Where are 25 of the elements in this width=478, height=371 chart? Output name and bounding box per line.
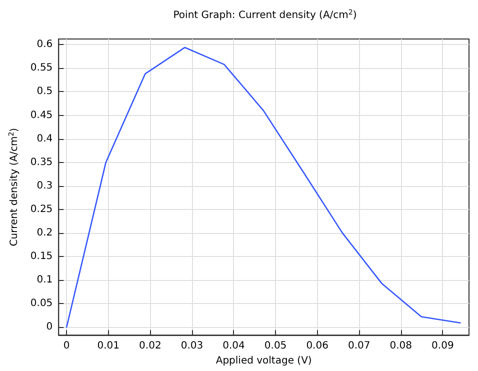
x-tick-label: 0.08: [390, 340, 412, 352]
y-tick-label: 0.5: [36, 86, 53, 98]
x-tick-label: 0.09: [432, 340, 454, 352]
x-tick-label: 0.02: [139, 340, 162, 352]
y-tick-label: 0.35: [30, 156, 53, 168]
x-tick-label: 0.06: [306, 340, 328, 352]
line-series: [66, 46, 461, 328]
x-tick-label: 0.07: [348, 340, 370, 352]
y-tick-label: 0.05: [30, 298, 53, 310]
x-tick-label: 0.03: [180, 340, 204, 352]
x-tick-label: 0.05: [264, 340, 287, 352]
y-tick-label: 0.4: [36, 133, 53, 144]
x-tick-label: 0.04: [222, 340, 245, 352]
y-tick-label: 0.2: [36, 227, 53, 238]
y-tick-label: 0.3: [36, 180, 53, 192]
x-tick-label: 0.01: [97, 340, 120, 352]
y-tick-label: 0.1: [36, 274, 53, 286]
y-tick-label: 0.45: [30, 110, 53, 121]
y-tick-label: 0.15: [30, 250, 53, 262]
y-tick-label: 0.6: [36, 39, 53, 50]
y-tick-label: 0: [46, 322, 53, 333]
x-axis-title: Applied voltage (V): [216, 356, 312, 366]
y-tick-label: 0.25: [30, 204, 53, 215]
x-tick-label: 0: [63, 340, 70, 352]
y-tick-label: 0.55: [30, 62, 53, 74]
